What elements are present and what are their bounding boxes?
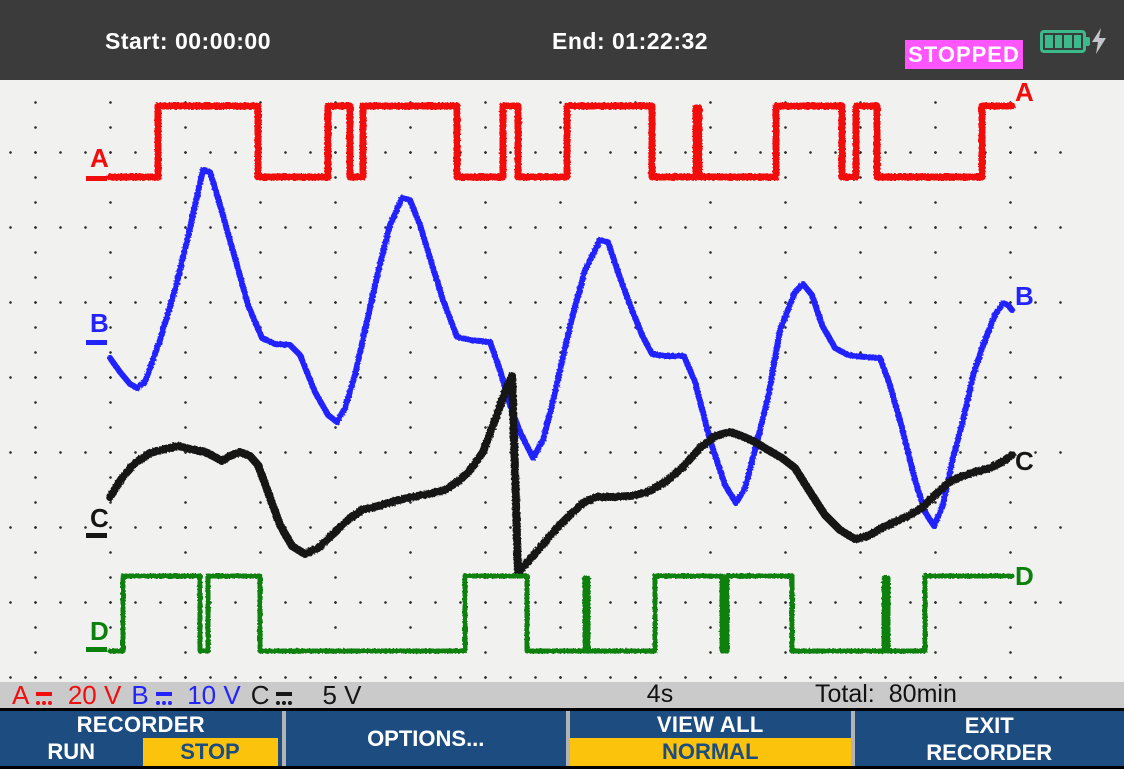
battery-nub (1085, 37, 1090, 46)
menu-separator (281, 711, 286, 766)
battery-cell (1073, 35, 1081, 48)
channel-b-ground-marker (86, 340, 107, 345)
channel-b-letter: B (131, 680, 149, 710)
dc-coupling-icon (155, 692, 172, 705)
softkey-view-all-normal[interactable]: VIEW ALL NORMAL (570, 711, 851, 766)
exit-recorder-label: RECORDER (926, 739, 1053, 765)
status-bar: A 20 V B 10 V C 5 V 4s Total: 80min (0, 680, 1124, 711)
softkey1-title: RECORDER (76, 712, 205, 737)
trace-canvas (106, 102, 1016, 654)
menu-separator (850, 711, 855, 766)
channel-a-reading: A 20 V (12, 680, 121, 711)
waveform-area: A A B B C C D D (0, 77, 1124, 682)
channel-b-range: 10 V (187, 680, 241, 710)
channel-a-range: 20 V (67, 680, 122, 710)
channel-d-right-label: D (1015, 561, 1034, 591)
channel-c-range: 5 V (322, 680, 362, 710)
options-label: OPTIONS... (367, 725, 485, 751)
charging-bolt-icon (1092, 28, 1106, 54)
battery-cell (1054, 35, 1062, 48)
channel-c-reading: C 5 V (251, 680, 362, 711)
status-badge: STOPPED (905, 40, 1023, 69)
run-option[interactable]: RUN (47, 739, 96, 764)
trace-C (106, 372, 1016, 576)
channel-b-reading: B 10 V (131, 680, 240, 711)
battery-cell (1045, 35, 1053, 48)
top-bar: Start: 00:00:00 End: 01:22:32 STOPPED (0, 0, 1124, 80)
channel-a-right-label: A (1015, 77, 1034, 107)
trace-B (107, 167, 1015, 529)
stop-option-active[interactable]: STOP (142, 738, 278, 766)
normal-option-active[interactable]: NORMAL (570, 738, 851, 766)
total-label: Total: (815, 680, 875, 708)
battery-cell (1064, 35, 1072, 48)
end-time: End: 01:22:32 (552, 28, 709, 54)
channel-b-right-label: B (1015, 281, 1034, 311)
channel-a-ground-marker (86, 176, 107, 181)
channel-a-letter: A (12, 680, 30, 710)
softkey-options[interactable]: OPTIONS... (286, 711, 567, 766)
channel-readings: A 20 V B 10 V C 5 V (12, 680, 361, 711)
channel-c-ground-marker (86, 533, 107, 538)
softkey-menu: RECORDER RUN STOP OPTIONS... VIEW ALL NO… (0, 708, 1124, 769)
channel-c-right-label: C (1015, 446, 1034, 476)
dc-coupling-icon (36, 692, 53, 705)
start-time: Start: 00:00:00 (105, 28, 272, 54)
channel-d-ground-marker (86, 647, 107, 652)
softkey-exit-recorder[interactable]: EXIT RECORDER (855, 711, 1124, 766)
softkey-recorder-run-stop[interactable]: RECORDER RUN STOP (0, 711, 282, 766)
total-duration: Total: 80min (815, 680, 957, 709)
trace-A (106, 102, 1016, 181)
timebase: 4s (646, 680, 674, 708)
menu-separator (566, 711, 570, 766)
channel-c-letter: C (250, 680, 270, 710)
battery-icon (1040, 30, 1090, 53)
channel-b-left-label: B (90, 308, 109, 338)
channel-c-left-label: C (90, 503, 109, 533)
channel-a-left-label: A (90, 143, 109, 173)
channel-d-left-label: D (90, 616, 109, 646)
trace-D (107, 573, 1015, 654)
dc-coupling-icon (276, 692, 293, 705)
exit-label: EXIT (964, 712, 1014, 738)
total-value: 80min (888, 680, 957, 708)
softkey3-title: VIEW ALL (656, 712, 764, 737)
